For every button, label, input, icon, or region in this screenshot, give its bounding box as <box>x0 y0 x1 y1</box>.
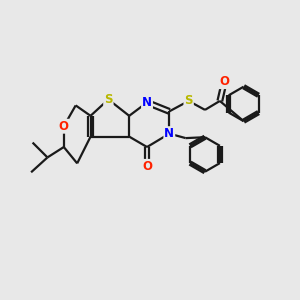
Text: N: N <box>164 127 174 140</box>
Text: N: N <box>142 96 152 109</box>
Text: O: O <box>219 75 229 88</box>
Text: S: S <box>184 94 193 107</box>
Text: S: S <box>104 93 112 106</box>
Text: O: O <box>59 120 69 133</box>
Text: O: O <box>142 160 152 173</box>
